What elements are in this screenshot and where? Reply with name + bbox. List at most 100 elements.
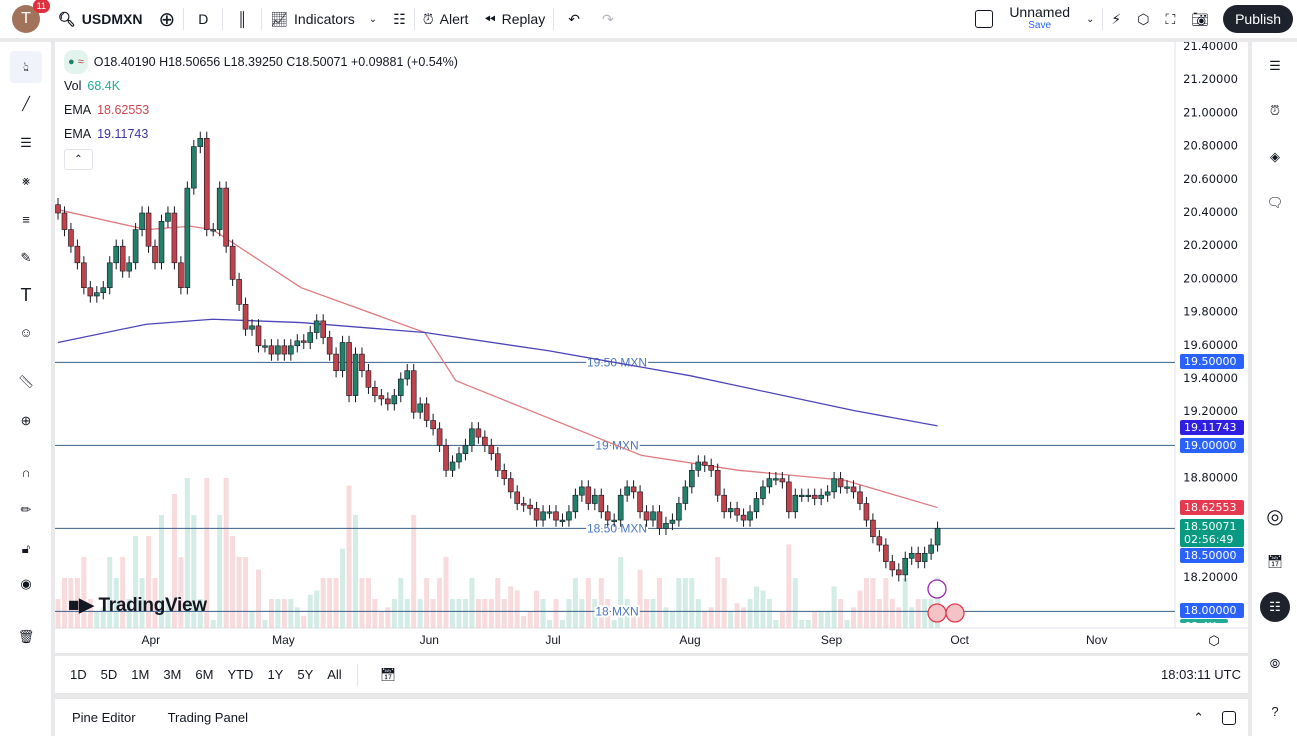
volume-bar (294, 607, 300, 628)
chart-type-button[interactable]: ║ (223, 0, 261, 38)
measure-tool[interactable]: 📏︎ (10, 366, 42, 398)
indicators-button[interactable]: 📈︎ Indicators ⌄ (262, 0, 385, 38)
range-3m[interactable]: 3M (163, 667, 182, 682)
zoom-in-icon: ⊕ (20, 413, 32, 428)
axis-settings-icon[interactable]: ⬡ (1208, 633, 1219, 648)
stay-drawing-tool[interactable]: ✏ (10, 494, 42, 526)
zoom-tool[interactable]: ⊕ (10, 405, 42, 437)
lock-drawings-tool[interactable]: 🔓︎ (10, 533, 42, 565)
event-lightning-icon[interactable] (927, 579, 947, 599)
templates-button[interactable]: ☷ (385, 0, 414, 38)
help-icon: ? (1271, 703, 1279, 719)
candle (184, 187, 191, 289)
candle (158, 221, 165, 264)
alert-button[interactable]: ⏰︎ Alert (415, 0, 477, 38)
ruler-icon: 📏︎ (17, 374, 35, 389)
badge-countdown: 02:56:49 (1184, 533, 1234, 546)
layout-name-button[interactable]: Unnamed Save (1001, 0, 1078, 38)
calendar-button[interactable]: 📅︎ (1260, 547, 1290, 577)
range-6m[interactable]: 6M (195, 667, 214, 682)
range-1y[interactable]: 1Y (267, 667, 284, 682)
redo-button[interactable]: ↷ (594, 0, 622, 38)
settings-button[interactable]: ⬡ (1129, 0, 1157, 38)
volume-bar (320, 578, 326, 628)
avatar[interactable]: T 11 (12, 0, 50, 33)
range-all[interactable]: All (327, 667, 342, 682)
volume-bar (437, 578, 443, 628)
volume-bar (184, 478, 190, 628)
range-1m[interactable]: 1M (131, 667, 150, 682)
chart-area[interactable]: 21.40000 21.20000 21.00000 20.80000 20.60000… (55, 39, 1248, 653)
candle (132, 229, 139, 264)
brush-tool[interactable]: ✎ (10, 242, 42, 274)
help-button[interactable]: ? (1260, 696, 1290, 726)
magnet-tool[interactable]: ∩ (10, 456, 42, 488)
text-tool[interactable]: T (10, 279, 42, 311)
chat-button[interactable]: 🗨︎ (1260, 188, 1290, 218)
volume-bar (695, 599, 701, 628)
candle (579, 486, 585, 496)
candle (359, 353, 365, 372)
volume-bar (779, 611, 785, 628)
interval-button[interactable]: D (184, 0, 222, 38)
cursor-tool[interactable]: 👆︎ (10, 51, 42, 83)
collapse-panel-button[interactable]: ⌃ (1193, 709, 1204, 725)
badge-value: 68.4K (1184, 620, 1224, 623)
pattern-tool[interactable]: ⨳ (10, 165, 42, 197)
signal-button[interactable]: ⦾ (1260, 649, 1290, 679)
range-5y[interactable]: 5Y (297, 667, 314, 682)
range-5d[interactable]: 5D (100, 667, 118, 682)
go-to-date-button[interactable]: 📅︎ (366, 667, 411, 683)
candle (689, 469, 695, 488)
fullscreen-button[interactable]: ⛶ (1157, 0, 1183, 38)
volume-bar (728, 611, 734, 628)
undo-button[interactable]: ↶ (554, 0, 594, 38)
layout-checkbox[interactable] (967, 0, 1001, 38)
layout-menu-button[interactable]: ⌄ (1078, 0, 1102, 38)
horizontal-lines-tool[interactable]: ☰ (10, 127, 42, 159)
symbol-search-button[interactable]: 🔍︎ USDMXN (50, 0, 150, 38)
object-tree-button[interactable]: ◈ (1260, 142, 1290, 172)
target-button[interactable]: ◎ (1260, 501, 1290, 531)
maximize-panel-button[interactable] (1222, 710, 1236, 725)
watchlist-button[interactable]: ☰ (1260, 51, 1290, 81)
economic-event-flag-icon[interactable] (927, 603, 947, 623)
trend-line-tool[interactable]: ╱ (10, 88, 42, 120)
volume-bar (275, 599, 281, 628)
volume-bar (353, 515, 359, 628)
remove-drawings-tool[interactable]: 🗑︎ (10, 621, 42, 653)
candle (747, 511, 753, 521)
range-ytd[interactable]: YTD (227, 667, 254, 682)
clock[interactable]: 18:03:11 UTC (1161, 667, 1241, 682)
tab-trading-panel[interactable]: Trading Panel (167, 710, 249, 725)
economic-event-flag-icon[interactable] (945, 603, 965, 623)
collapse-legend-button[interactable]: ⌃ (64, 149, 93, 170)
alerts-button[interactable]: ⏰︎ (1260, 96, 1290, 126)
status-indicator: ● ≈ (64, 50, 88, 74)
tradingview-logo[interactable]: ■▶ TradingView (68, 594, 207, 617)
compare-symbol-button[interactable]: ⊕ (150, 0, 183, 38)
candle (844, 486, 850, 489)
apps-button[interactable]: ☷ (1260, 592, 1290, 622)
candle (902, 557, 909, 576)
quick-search-button[interactable]: ⚡︎ (1103, 0, 1129, 38)
publish-button[interactable]: Publish (1223, 5, 1293, 33)
fib-tool[interactable]: ≡ (10, 203, 42, 235)
volume-bar (527, 611, 533, 628)
volume-value: 68.4K (87, 79, 121, 93)
candle (889, 561, 896, 571)
replay-button[interactable]: ⏪︎ Replay (476, 0, 553, 38)
snapshot-button[interactable]: 📷︎ (1183, 0, 1217, 38)
hide-drawings-tool[interactable]: ◉ (10, 568, 42, 600)
save-link[interactable]: Save (1028, 20, 1052, 31)
price-chart[interactable]: 21.40000 21.20000 21.00000 20.80000 20.60000… (55, 39, 1248, 653)
candle (837, 478, 844, 488)
candle (533, 508, 540, 521)
horizontal-line-label: 18 MXN (595, 604, 638, 618)
volume-bar (462, 599, 468, 628)
tab-pine-editor[interactable]: Pine Editor (72, 710, 136, 725)
emoji-tool[interactable]: ☺ (10, 316, 42, 348)
volume-bar (255, 569, 261, 628)
volume-bar (585, 578, 591, 628)
range-1d[interactable]: 1D (70, 667, 87, 682)
